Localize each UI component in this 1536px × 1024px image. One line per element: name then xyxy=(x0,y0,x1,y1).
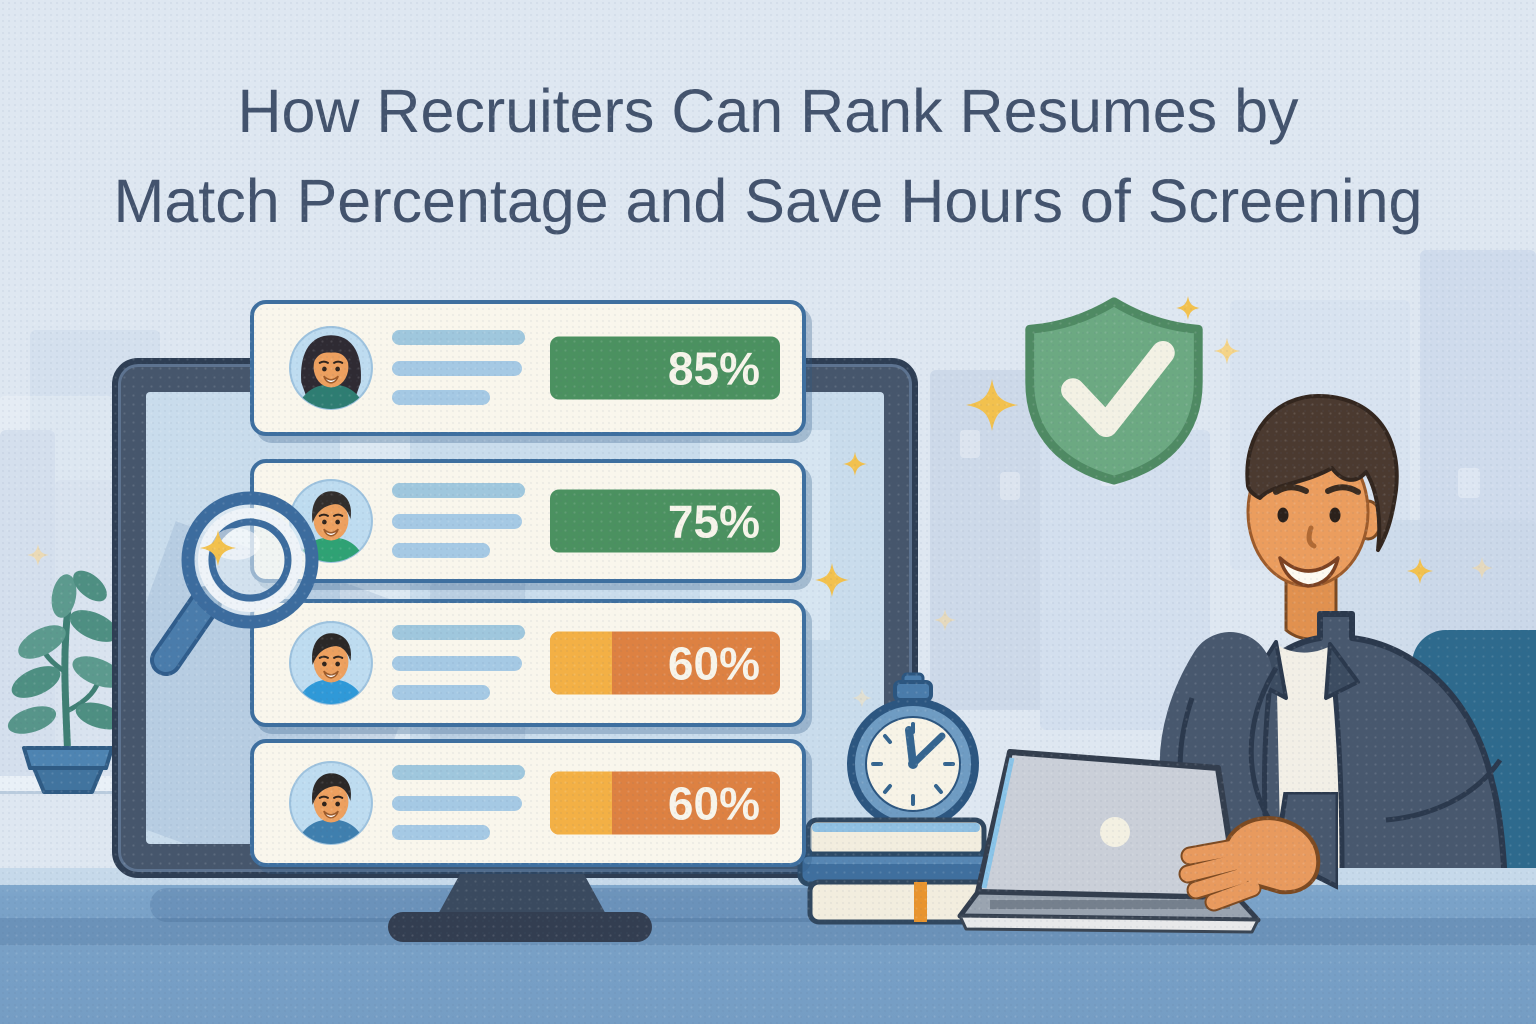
candidate-avatar xyxy=(288,620,374,706)
resume-card: 60% xyxy=(250,599,806,727)
text-line xyxy=(392,796,522,811)
match-percent-label: 85% xyxy=(667,342,760,394)
match-percent-label: 60% xyxy=(667,777,760,829)
match-percentage-bar: 85% xyxy=(550,336,780,400)
resume-text-placeholder xyxy=(392,619,532,707)
nose xyxy=(1306,525,1317,549)
skyline-building xyxy=(930,370,1050,710)
sparkle-icon xyxy=(966,379,1018,431)
laptop-logo xyxy=(1100,817,1130,847)
skyline-window xyxy=(1000,472,1020,500)
smile xyxy=(1278,556,1340,588)
desk-band xyxy=(0,918,1536,945)
match-percent-label: 60% xyxy=(667,637,760,689)
text-line xyxy=(392,361,522,376)
bar-segment xyxy=(550,771,613,835)
title-line-1: How Recruiters Can Rank Resumes by xyxy=(237,77,1299,145)
text-line xyxy=(392,625,525,640)
sparkle-icon xyxy=(27,544,49,566)
hair xyxy=(1245,394,1399,552)
book-stack xyxy=(797,817,1009,925)
sparkle-icon xyxy=(852,688,872,708)
sparkle-icon xyxy=(200,530,236,566)
title-line-2: Match Percentage and Save Hours of Scree… xyxy=(113,167,1423,235)
monitor-stand-base xyxy=(388,912,652,942)
text-line xyxy=(392,390,490,405)
sparkle-icon xyxy=(843,452,867,476)
shield-check-icon xyxy=(1025,297,1203,485)
skyline-window xyxy=(1458,468,1480,498)
text-line xyxy=(392,656,522,671)
resume-text-placeholder xyxy=(392,324,532,412)
collar-right xyxy=(1324,642,1360,700)
sparkle-icon xyxy=(1471,557,1493,579)
monitor-stand-neck xyxy=(436,874,608,918)
candidate-avatar xyxy=(288,760,374,846)
sparkle-icon xyxy=(934,609,956,631)
text-line xyxy=(392,543,490,558)
text-line xyxy=(392,765,525,780)
typing-hand xyxy=(1178,792,1338,912)
match-percentage-bar: 60% xyxy=(550,631,780,695)
alarm-clock-icon xyxy=(847,672,979,830)
resume-text-placeholder xyxy=(392,477,532,565)
skyline-window xyxy=(960,430,980,458)
sparkle-icon xyxy=(1407,558,1433,584)
magnifying-glass-icon xyxy=(150,491,319,676)
sparkle-icon xyxy=(1214,338,1240,364)
laptop xyxy=(957,749,1261,934)
text-line xyxy=(392,330,525,345)
page-title: How Recruiters Can Rank Resumes by Match… xyxy=(0,66,1536,246)
text-line xyxy=(392,825,490,840)
potted-plant xyxy=(7,570,125,794)
text-line xyxy=(392,483,525,498)
match-percentage-bar: 75% xyxy=(550,489,780,553)
match-percent-label: 75% xyxy=(667,495,760,547)
bar-segment xyxy=(550,631,613,695)
arm-fold xyxy=(1385,758,1503,823)
text-line xyxy=(392,514,522,529)
sparkle-icon xyxy=(1176,296,1200,320)
resume-card: 60% xyxy=(250,739,806,867)
sparkle-icon xyxy=(815,563,849,597)
candidate-avatar xyxy=(288,325,374,411)
resume-card: 85% xyxy=(250,300,806,436)
resume-text-placeholder xyxy=(392,759,532,847)
match-percentage-bar: 60% xyxy=(550,771,780,835)
text-line xyxy=(392,685,490,700)
